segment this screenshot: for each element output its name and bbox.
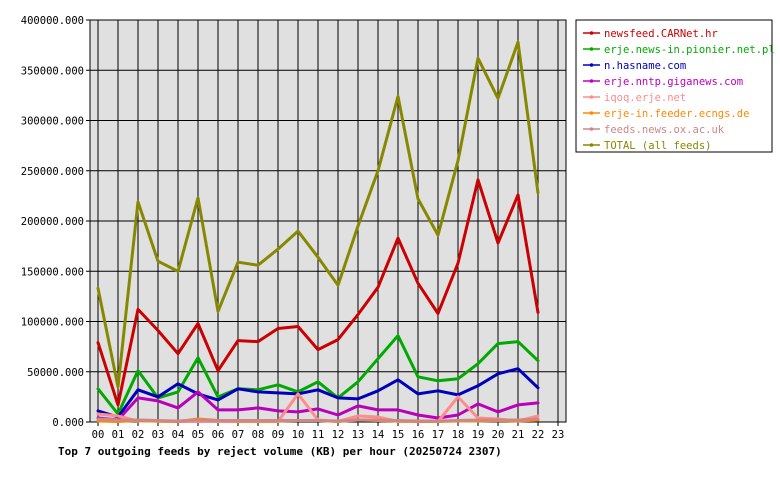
x-tick-label: 14 — [372, 429, 385, 441]
legend-label: erje.nntp.giganews.com — [604, 76, 743, 88]
y-tick-label: 250000.000 — [21, 166, 84, 178]
x-tick-label: 11 — [312, 429, 325, 441]
legend-label: newsfeed.CARNet.hr — [604, 28, 718, 40]
x-tick-label: 01 — [112, 429, 125, 441]
legend-label: erje.news-in.pionier.net.pl — [604, 44, 775, 56]
x-tick-label: 21 — [512, 429, 525, 441]
y-tick-label: 350000.000 — [21, 65, 84, 77]
x-tick-label: 03 — [152, 429, 165, 441]
x-tick-label: 12 — [332, 429, 345, 441]
legend-swatch-marker — [589, 47, 594, 51]
legend-label: n.hasname.com — [604, 60, 686, 72]
y-tick-label: 100000.000 — [21, 317, 84, 329]
legend-swatch-marker — [589, 63, 594, 67]
y-axis: 0.000 50000.000 100000.000 150000.000 200000… — [21, 15, 90, 429]
legend-swatch-marker — [589, 79, 594, 83]
legend-swatch-marker — [589, 95, 594, 99]
y-tick-label: 0.000 — [52, 417, 84, 429]
legend-swatch-marker — [589, 143, 594, 147]
series-line-2 — [96, 367, 540, 419]
legend: newsfeed.CARNet.hr erje.news-in.pionier.n… — [575, 19, 775, 153]
x-tick-label: 19 — [472, 429, 485, 441]
chart-title: Top 7 outgoing feeds by reject volume (K… — [58, 445, 502, 458]
series-line-1 — [96, 334, 540, 416]
x-tick-label: 07 — [232, 429, 245, 441]
y-tick-label: 200000.000 — [21, 216, 84, 228]
legend-label: erje-in.feeder.ecngs.de — [604, 108, 749, 120]
x-tick-label: 02 — [132, 429, 145, 441]
x-tick-label: 04 — [172, 429, 185, 441]
x-tick-label: 09 — [272, 429, 285, 441]
x-tick-label: 17 — [432, 429, 445, 441]
x-tick-label: 05 — [192, 429, 205, 441]
x-tick-label: 10 — [292, 429, 305, 441]
x-axis: 00 01 02 03 04 05 06 07 08 09 10 11 12 13 14 15 16 17 18 19… — [92, 422, 565, 441]
y-tick-label: 300000.000 — [21, 116, 84, 128]
series-line-6 — [96, 417, 540, 423]
x-tick-label: 22 — [532, 429, 545, 441]
legend-label: iqoq.erje.net — [604, 92, 686, 104]
legend-label: feeds.news.ox.ac.uk — [604, 124, 725, 136]
legend-swatch-marker — [589, 31, 594, 35]
legend-swatch-marker — [589, 111, 594, 115]
x-tick-label: 16 — [412, 429, 425, 441]
series-line-0 — [96, 178, 540, 407]
y-tick-label: 400000.000 — [21, 15, 84, 27]
x-tick-label: 00 — [92, 429, 105, 441]
series-lines — [96, 40, 540, 423]
x-tick-label: 08 — [252, 429, 265, 441]
legend-box — [575, 19, 773, 153]
legend-swatch-marker — [589, 127, 594, 131]
x-tick-label: 15 — [392, 429, 405, 441]
x-tick-label: 06 — [212, 429, 225, 441]
x-tick-label: 13 — [352, 429, 365, 441]
series-line-3 — [96, 390, 540, 422]
legend-label: TOTAL (all feeds) — [604, 140, 711, 152]
series-line-7 — [96, 40, 540, 389]
y-tick-label: 50000.000 — [27, 367, 84, 379]
x-tick-label: 23 — [552, 429, 565, 441]
x-tick-label: 20 — [492, 429, 505, 441]
x-tick-label: 18 — [452, 429, 465, 441]
y-tick-label: 150000.000 — [21, 266, 84, 278]
